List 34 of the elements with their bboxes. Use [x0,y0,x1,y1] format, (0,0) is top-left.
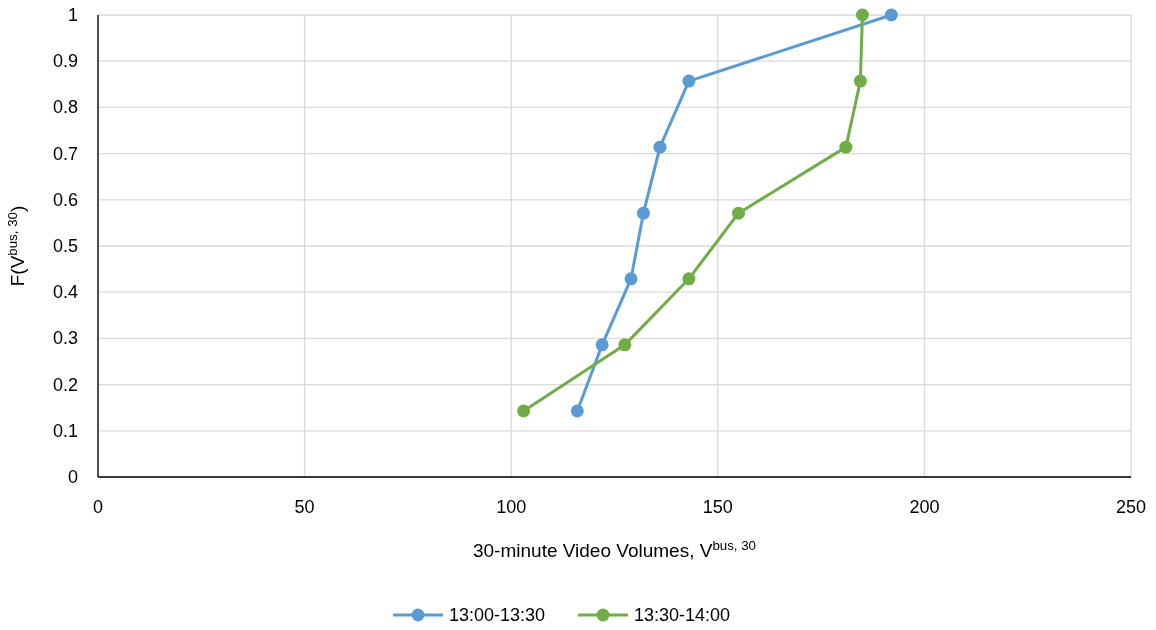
x-axis-title: 30-minute Video Volumes, V$^{bus, 30}$ [472,537,757,561]
point [595,338,609,352]
y-tick-label: 0.3 [52,328,78,349]
point [517,404,531,418]
x-tick-label: 150 [702,497,733,517]
x-tick-label: 50 [294,497,315,517]
point [570,404,584,418]
point [853,74,867,88]
x-tick-label: 200 [909,497,940,517]
point [682,272,696,286]
y-tick-label: 0.2 [52,374,78,395]
y-tick-label: 0.5 [52,236,78,256]
point [653,140,667,154]
y-tick-label: 0.9 [52,51,78,72]
point [624,272,638,286]
x-tick-label: 100 [496,497,527,517]
point [855,8,869,22]
point [884,8,898,22]
y-tick-label: 0.1 [52,420,78,441]
y-tick-label: 0.4 [52,282,78,303]
y-tick-label: 1 [67,5,78,25]
point [618,338,632,352]
point [839,140,853,154]
y-tick-label: 0.8 [52,97,78,118]
point [731,206,745,220]
point [682,74,696,88]
y-tick-label: 0.6 [52,189,78,210]
y-tick-label: 0 [67,467,78,487]
x-tick-label: 0 [92,497,104,517]
x-tick-label: 250 [1115,497,1147,517]
point [636,206,650,220]
y-tick-label: 0.7 [52,143,78,164]
legend-label: 13:30-14:00 [634,605,731,625]
legend-label: 13:00-13:30 [449,605,546,625]
